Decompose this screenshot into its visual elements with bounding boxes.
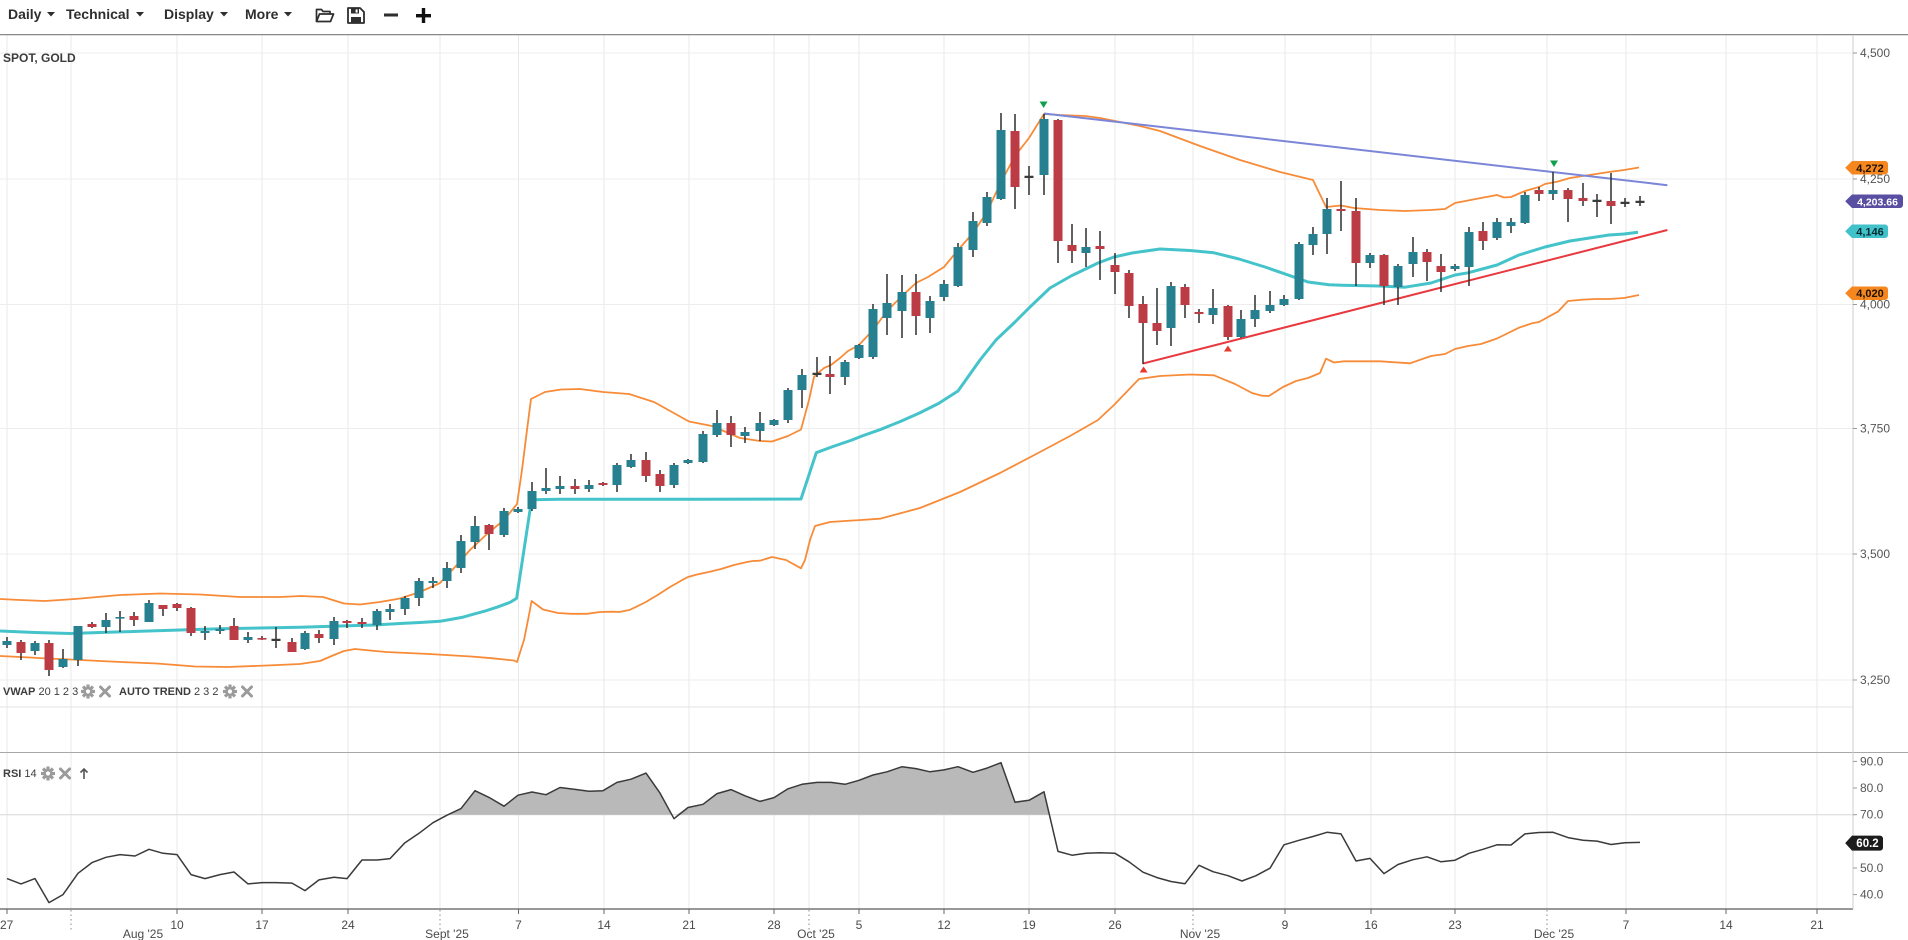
svg-text:4,000: 4,000 xyxy=(1860,298,1890,312)
svg-text:3,750: 3,750 xyxy=(1860,422,1890,436)
svg-text:90.0: 90.0 xyxy=(1860,754,1884,768)
svg-text:Aug '25: Aug '25 xyxy=(123,927,164,940)
svg-text:50.0: 50.0 xyxy=(1860,861,1884,875)
svg-text:4,250: 4,250 xyxy=(1860,172,1890,186)
svg-text:7: 7 xyxy=(515,918,522,932)
svg-text:AUTO TREND 2 3 2: AUTO TREND 2 3 2 xyxy=(119,686,218,698)
svg-text:27: 27 xyxy=(0,918,14,932)
svg-text:80.0: 80.0 xyxy=(1860,781,1884,795)
svg-text:Dec '25: Dec '25 xyxy=(1534,927,1575,940)
svg-text:VWAP 20 1 2 3: VWAP 20 1 2 3 xyxy=(3,686,78,698)
svg-text:60.2: 60.2 xyxy=(1856,838,1878,850)
svg-text:4,500: 4,500 xyxy=(1860,46,1890,60)
svg-text:4,272: 4,272 xyxy=(1856,163,1884,175)
svg-text:70.0: 70.0 xyxy=(1860,808,1884,822)
svg-text:21: 21 xyxy=(682,918,696,932)
svg-text:4,203.66: 4,203.66 xyxy=(1857,196,1898,208)
svg-text:Sept '25: Sept '25 xyxy=(425,927,469,940)
svg-text:24: 24 xyxy=(341,918,355,932)
svg-text:Oct '25: Oct '25 xyxy=(797,927,835,940)
svg-text:3,500: 3,500 xyxy=(1860,547,1890,561)
svg-text:40.0: 40.0 xyxy=(1860,888,1884,902)
svg-text:Nov '25: Nov '25 xyxy=(1180,927,1221,940)
svg-text:4,020: 4,020 xyxy=(1856,288,1884,300)
svg-text:16: 16 xyxy=(1364,918,1378,932)
svg-text:26: 26 xyxy=(1108,918,1122,932)
svg-text:12: 12 xyxy=(937,918,951,932)
svg-text:21: 21 xyxy=(1810,918,1824,932)
svg-text:4,146: 4,146 xyxy=(1856,226,1884,238)
svg-text:5: 5 xyxy=(856,918,863,932)
svg-text:19: 19 xyxy=(1022,918,1036,932)
svg-text:10: 10 xyxy=(170,918,184,932)
svg-text:9: 9 xyxy=(1282,918,1289,932)
svg-text:14: 14 xyxy=(1719,918,1733,932)
svg-text:SPOT, GOLD: SPOT, GOLD xyxy=(3,51,76,65)
svg-text:RSI 14: RSI 14 xyxy=(3,768,37,780)
svg-text:28: 28 xyxy=(767,918,781,932)
svg-text:14: 14 xyxy=(597,918,611,932)
svg-text:17: 17 xyxy=(255,918,269,932)
svg-text:7: 7 xyxy=(1623,918,1630,932)
svg-text:3,250: 3,250 xyxy=(1860,673,1890,687)
svg-text:23: 23 xyxy=(1448,918,1462,932)
